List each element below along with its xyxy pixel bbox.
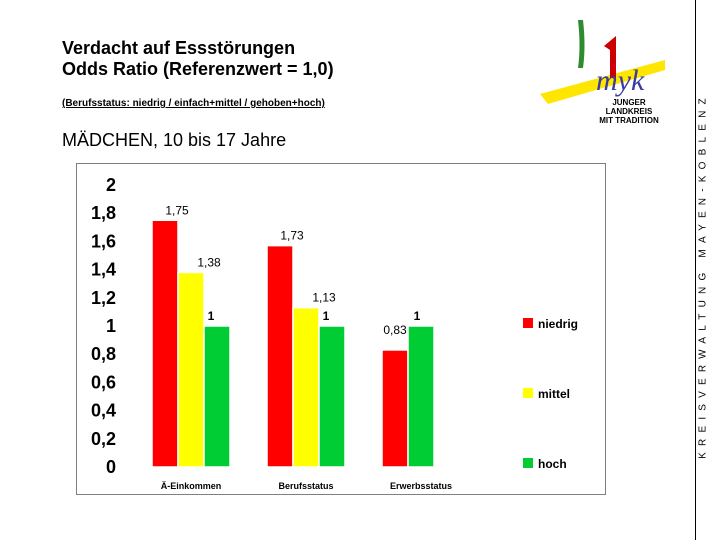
data-label: 0,83 xyxy=(383,323,407,337)
vertical-sidebar: KREISVERWALTUNG MAYEN-KOBLENZ xyxy=(695,0,720,540)
bar-hoch xyxy=(203,325,231,468)
subtitle: (Berufsstatus: niedrig / einfach+mittel … xyxy=(62,98,325,109)
y-tick-label: 2 xyxy=(106,175,116,195)
legend-swatch-mittel xyxy=(523,388,533,398)
bar-niedrig xyxy=(381,349,409,468)
logo-text: myk xyxy=(596,64,645,97)
data-label: 1,38 xyxy=(197,255,221,269)
bar-chart: 0 0,2 0,4 0,6 0,8 1 1,2 1,4 1,6 1,8 2 1,75 1,38 1 Ä-Ei… xyxy=(76,163,606,495)
x-category-label: Erwerbsstatus xyxy=(390,481,452,491)
data-label: 1,75 xyxy=(165,203,189,217)
legend-box xyxy=(493,290,603,475)
y-tick-label: 1,4 xyxy=(91,260,116,280)
x-category-label: Ä-Einkommen xyxy=(161,481,222,491)
bar-mittel xyxy=(292,306,320,468)
data-label: 1,13 xyxy=(312,291,336,305)
data-label: 1 xyxy=(323,309,330,323)
section-heading: MÄDCHEN, 10 bis 17 Jahre xyxy=(62,130,287,150)
x-category-label: Berufsstatus xyxy=(278,481,333,491)
logo-green-stroke xyxy=(578,20,585,68)
y-tick-label: 0,8 xyxy=(91,344,116,364)
bar-hoch xyxy=(318,325,346,468)
y-tick-label: 0,2 xyxy=(91,429,116,449)
logo-caption-line-1: JUNGER LANDKREIS xyxy=(605,98,653,116)
y-tick-label: 1,8 xyxy=(91,203,116,223)
logo-caption: JUNGER LANDKREIS MIT TRADITION xyxy=(588,98,670,125)
legend-swatch-hoch xyxy=(523,458,533,468)
slide-title: Verdacht auf Essstörungen Odds Ratio (Re… xyxy=(62,38,334,80)
legend-label-hoch: hoch xyxy=(538,457,567,471)
logo-yellow-stripe xyxy=(540,60,665,104)
data-label: 1,73 xyxy=(280,229,304,243)
y-tick-label: 0,4 xyxy=(91,401,116,421)
data-label: 1 xyxy=(208,309,215,323)
sidebar-text: KREISVERWALTUNG MAYEN-KOBLENZ xyxy=(697,92,709,459)
y-tick-label: 1,2 xyxy=(91,288,116,308)
myk-logo: myk xyxy=(540,20,665,104)
logo-red-stroke xyxy=(604,36,616,78)
title-line-1: Verdacht auf Essstörungen xyxy=(62,38,296,58)
data-label: 1 xyxy=(414,309,421,323)
bar-niedrig xyxy=(266,244,294,468)
y-tick-label: 0 xyxy=(106,457,116,477)
legend-label-mittel: mittel xyxy=(538,387,570,401)
legend-swatch-niedrig xyxy=(523,318,533,328)
bar-niedrig xyxy=(151,219,179,468)
legend-label-niedrig: niedrig xyxy=(538,317,578,331)
y-tick-label: 0,6 xyxy=(91,372,116,392)
bar-hoch xyxy=(407,325,435,468)
title-line-2: Odds Ratio (Referenzwert = 1,0) xyxy=(62,59,334,79)
y-tick-label: 1 xyxy=(106,316,116,336)
y-tick-label: 1,6 xyxy=(91,231,116,251)
logo-caption-line-2: MIT TRADITION xyxy=(599,116,659,125)
bar-mittel xyxy=(177,271,205,468)
